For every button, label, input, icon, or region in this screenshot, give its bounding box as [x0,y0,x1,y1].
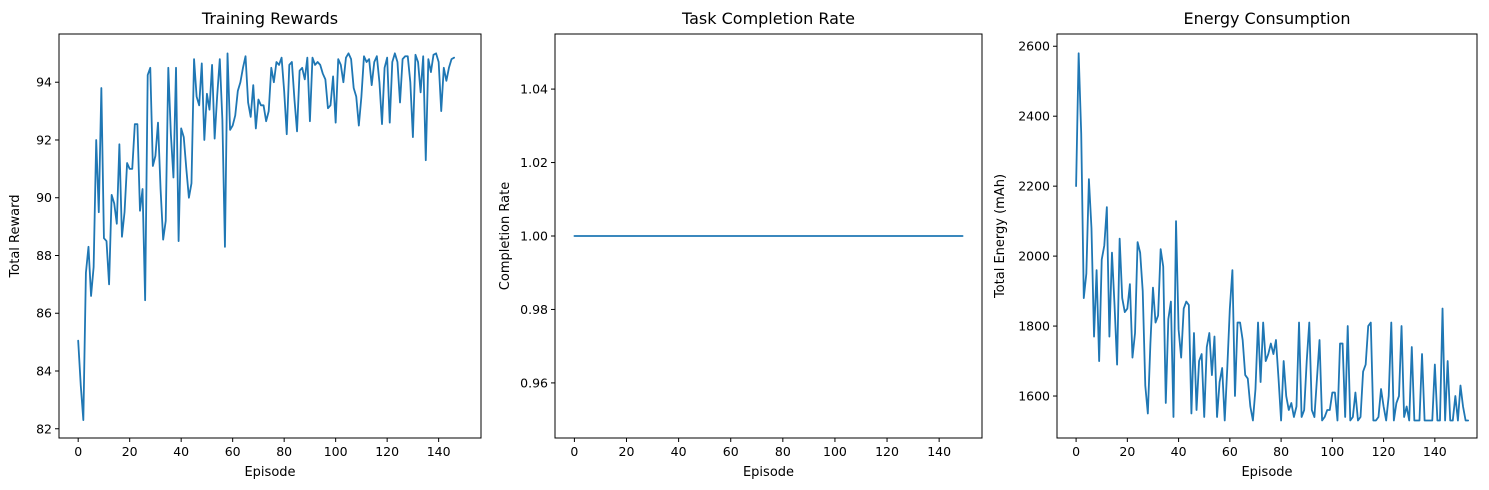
chart-title: Training Rewards [201,9,338,28]
x-axis-label: Episode [1241,465,1292,480]
x-tick-label: 120 [875,444,899,459]
y-tick-label: 86 [36,306,52,321]
y-tick-label: 1.02 [520,155,548,170]
x-tick-label: 100 [823,444,847,459]
x-tick-label: 0 [74,444,82,459]
x-tick-label: 100 [324,444,348,459]
series-line [77,52,455,422]
series-line [1075,52,1470,422]
x-tick-label: 140 [427,444,451,459]
chart-completion: Task Completion Rate 0 20 40 60 80 100 120 140 0.… [498,9,983,480]
y-tick-label: 2200 [1018,179,1050,194]
x-tick-label: 0 [570,444,578,459]
x-tick-label: 20 [1119,444,1135,459]
x-tick-label: 120 [375,444,399,459]
y-axis-label: Total Energy (mAh) [993,174,1008,299]
x-tick-label: 20 [619,444,635,459]
y-tick-label: 0.98 [520,302,548,317]
y-tick-label: 0.96 [520,375,548,390]
x-tick-label: 60 [1222,444,1238,459]
x-tick-label: 20 [122,444,138,459]
x-tick-label: 80 [1273,444,1289,459]
x-tick-label: 60 [723,444,739,459]
y-tick-label: 2600 [1018,39,1050,54]
y-tick-label: 90 [36,190,52,205]
y-tick-label: 1.04 [520,82,548,97]
y-tick-label: 2400 [1018,109,1050,124]
x-tick-label: 60 [225,444,241,459]
x-tick-label: 80 [775,444,791,459]
x-tick-label: 40 [1171,444,1187,459]
x-tick-label: 140 [1423,444,1447,459]
y-tick-label: 92 [36,132,52,147]
x-tick-label: 0 [1072,444,1080,459]
y-tick-label: 1800 [1018,319,1050,334]
x-tick-label: 140 [927,444,951,459]
x-axis-label: Episode [743,465,794,480]
y-tick-label: 88 [36,248,52,263]
y-tick-label: 1.00 [520,229,548,244]
x-tick-label: 120 [1372,444,1396,459]
chart-energy: Energy Consumption 0 20 40 60 80 100 120 140 1600… [993,9,1478,480]
plot-frame [58,33,482,439]
y-tick-label: 82 [36,421,52,436]
x-tick-label: 40 [671,444,687,459]
y-axis-label: Completion Rate [498,182,513,290]
plot-frame [1056,33,1478,439]
chart-rewards: Training Rewards 0 20 40 60 80 100 120 140 82 84 86… [8,9,482,480]
y-tick-label: 94 [36,75,52,90]
y-tick-label: 84 [36,364,52,379]
plot-frame [554,33,983,439]
chart-title: Task Completion Rate [681,9,855,28]
x-axis-label: Episode [244,465,295,480]
y-tick-label: 2000 [1018,249,1050,264]
x-tick-label: 40 [173,444,189,459]
y-tick-label: 1600 [1018,389,1050,404]
x-tick-label: 100 [1320,444,1344,459]
y-axis-label: Total Reward [8,195,23,279]
x-tick-label: 80 [276,444,292,459]
chart-title: Energy Consumption [1183,9,1350,28]
